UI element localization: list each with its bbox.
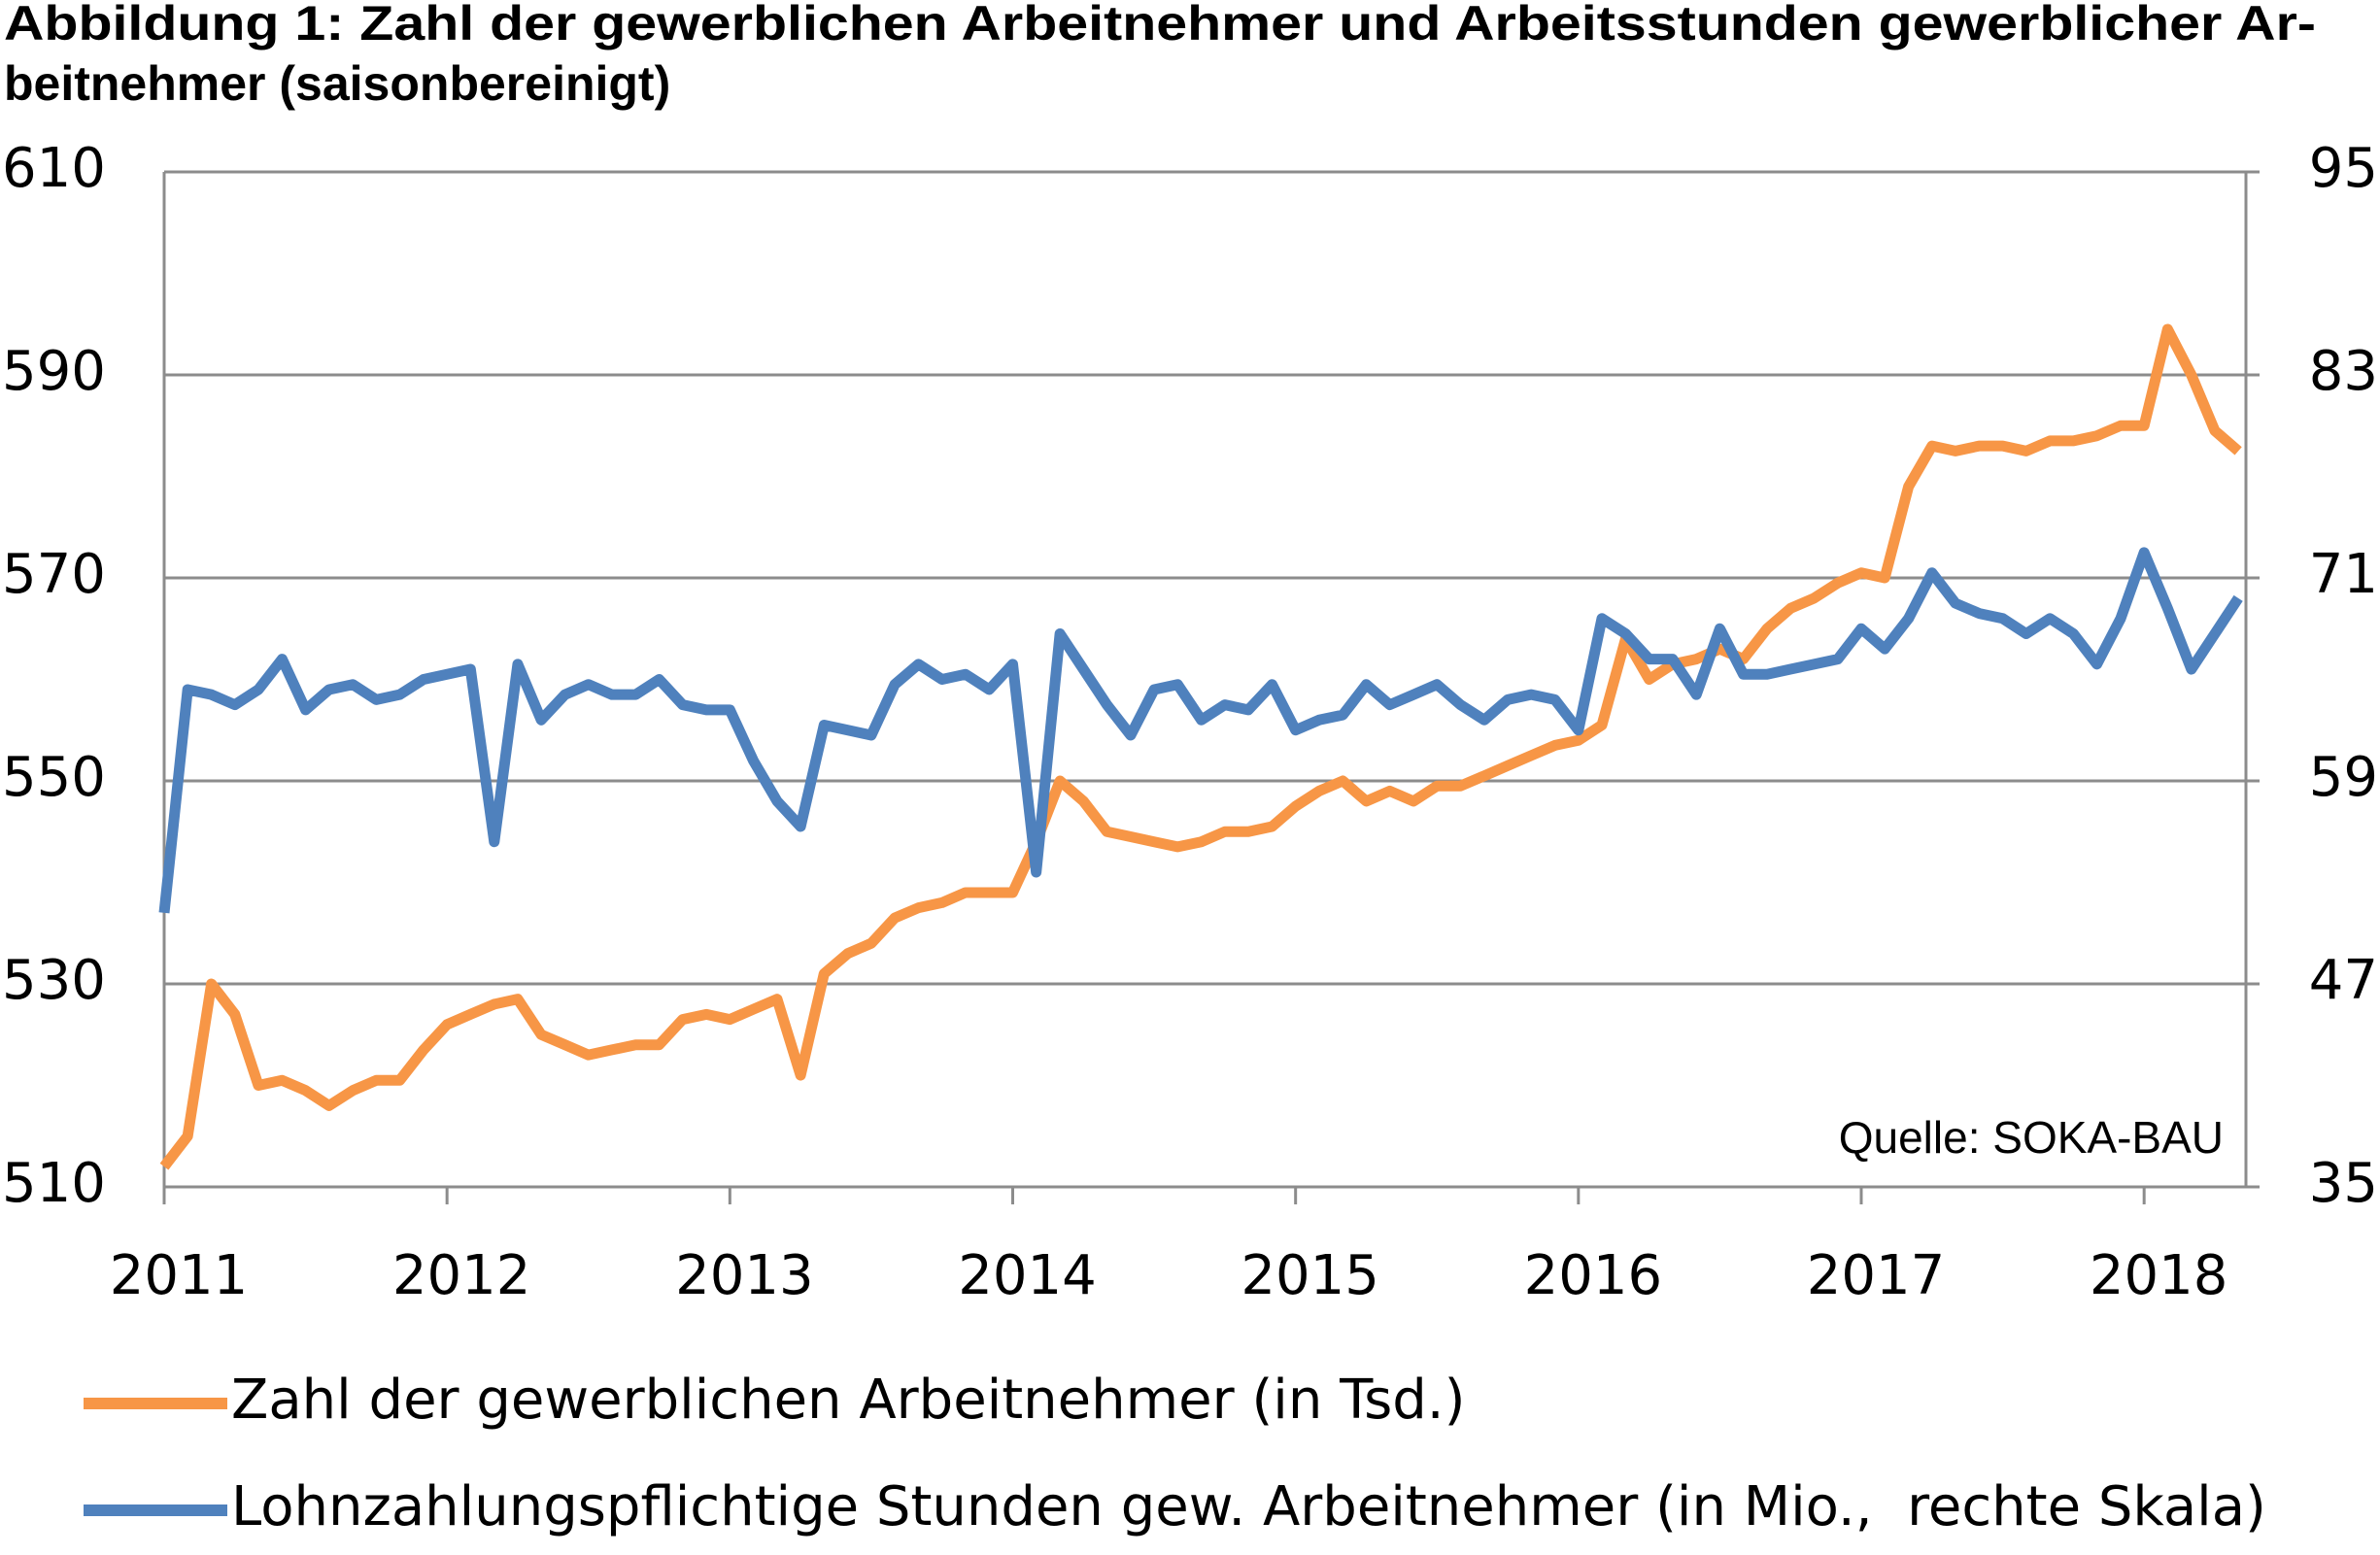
- legend-label: Lohnzahlungspflichtige Stunden gew. Arbe…: [231, 1475, 2266, 1538]
- y2-tick-label: 95: [2309, 137, 2378, 200]
- y-tick-label: 550: [2, 746, 106, 809]
- y-tick-label: 570: [2, 543, 106, 606]
- series-line: [159, 323, 2242, 1170]
- x-tick-label: 2013: [675, 1244, 814, 1307]
- x-tick-label: 2017: [1807, 1244, 1946, 1307]
- x-tick-label: 2015: [1241, 1244, 1379, 1307]
- y2-tick-label: 35: [2309, 1152, 2378, 1215]
- y2-tick-label: 59: [2309, 746, 2378, 809]
- y-tick-label: 530: [2, 949, 106, 1012]
- x-tick-label: 2011: [110, 1244, 249, 1307]
- chart-title: Abbildung 1: Zahl der gewerblichen Arbei…: [4, 0, 2316, 51]
- source-note: Quelle: SOKA-BAU: [1839, 1112, 2224, 1163]
- x-tick-label: 2016: [1524, 1244, 1663, 1307]
- chart-title: beitnehmer (saisonbereinigt): [4, 56, 670, 111]
- y-tick-label: 510: [2, 1152, 106, 1215]
- x-tick-label: 2018: [2090, 1244, 2228, 1307]
- y-tick-label: 610: [2, 137, 106, 200]
- y2-tick-label: 71: [2309, 543, 2378, 606]
- y2-tick-label: 83: [2309, 340, 2378, 403]
- y-tick-label: 590: [2, 340, 106, 403]
- legend-label: Zahl der gewerblichen Arbeitnehmer (in T…: [231, 1369, 1465, 1432]
- x-tick-label: 2012: [392, 1244, 531, 1307]
- y2-tick-label: 47: [2309, 949, 2378, 1012]
- series-line: [158, 547, 2243, 914]
- x-tick-label: 2014: [958, 1244, 1097, 1307]
